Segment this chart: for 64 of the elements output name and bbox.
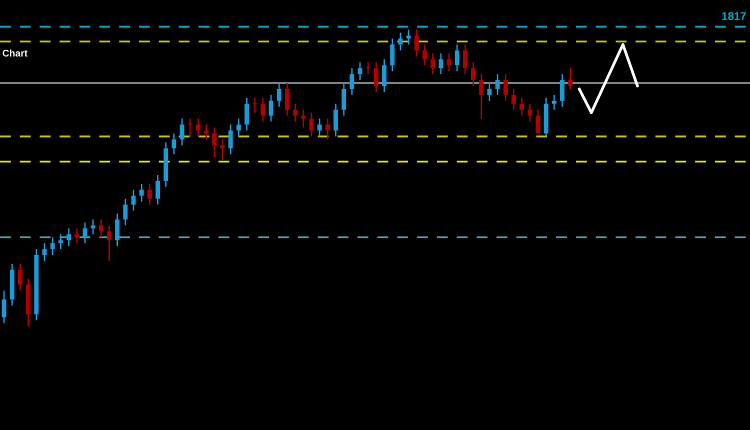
candlestick [236, 118, 241, 138]
candlestick [156, 174, 160, 206]
candlestick [301, 109, 306, 128]
candlestick [276, 82, 282, 108]
candlestick [479, 73, 484, 120]
candlestick [568, 68, 573, 90]
candlestick [390, 38, 395, 72]
candlestick [528, 103, 532, 122]
candlestick [204, 124, 209, 140]
candlestick [520, 97, 524, 116]
candlestick [139, 183, 144, 202]
candlestick [50, 236, 55, 256]
candlestick [430, 52, 436, 75]
candlestick [244, 97, 249, 132]
candlestick [252, 97, 258, 114]
candlestick [325, 118, 330, 140]
candlestick [552, 94, 556, 110]
candlestick [228, 124, 233, 155]
candlestick [374, 62, 378, 93]
candlestick [422, 44, 427, 66]
candlestick [260, 97, 266, 122]
candlestick [284, 82, 290, 116]
candlestick [462, 44, 468, 75]
candlestick [334, 103, 338, 138]
candlestick [90, 218, 96, 235]
candlestick [471, 62, 476, 87]
candlestick [180, 118, 184, 146]
candlestick [536, 109, 540, 134]
candlestick [438, 52, 444, 75]
candlestick [293, 103, 298, 122]
candlestick [382, 58, 386, 93]
candlestick [503, 73, 508, 102]
candlestick [18, 263, 22, 292]
candlestick [106, 224, 112, 262]
candlestick [358, 62, 362, 81]
candlestick [115, 212, 120, 247]
text: 1817 [722, 12, 746, 20]
candlestick [98, 218, 104, 238]
candlestick [454, 44, 460, 72]
candlestick [495, 73, 500, 96]
candlestick [406, 28, 411, 46]
candlestick [511, 88, 516, 110]
candlestick [487, 82, 492, 102]
candlestick [196, 118, 200, 138]
candlestick [350, 68, 354, 96]
candlestick [220, 138, 225, 161]
candlestick [42, 242, 47, 262]
candlestick [342, 82, 346, 116]
candlestick [212, 126, 217, 158]
candlestick [82, 222, 88, 244]
candlestick [2, 290, 6, 324]
candlestick [317, 118, 322, 138]
candlestick [309, 112, 314, 138]
candlestick [188, 118, 192, 138]
candlestick [66, 228, 71, 247]
candlestick [398, 32, 403, 52]
candlestick [123, 198, 128, 226]
candlestick [131, 189, 136, 212]
candlestick [414, 28, 419, 58]
candlestick [560, 73, 564, 108]
candlestick [172, 132, 176, 155]
candlestick [147, 183, 152, 206]
candlestick [58, 234, 63, 250]
text: Chart [2, 49, 28, 57]
